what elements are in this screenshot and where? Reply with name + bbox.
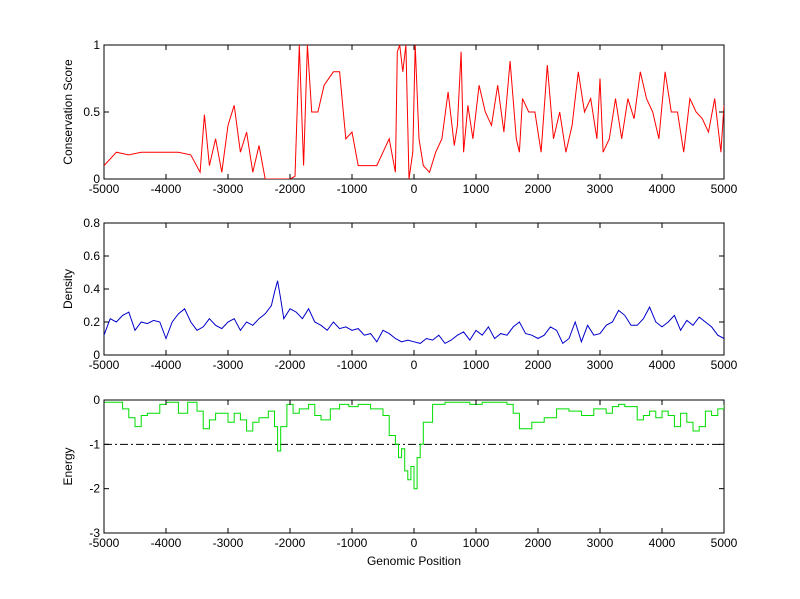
series-line-1: [104, 280, 724, 345]
x-tick-label: -2000: [275, 182, 306, 196]
x-axis-label: Genomic Position: [367, 554, 461, 568]
series-line-1: [104, 401, 724, 490]
y-tick-label: 0: [93, 393, 100, 407]
y-tick-label: 1: [93, 38, 100, 52]
axes-frame: [103, 222, 725, 356]
y-tick-label: 0.8: [83, 216, 100, 230]
y-tick-label: 0.4: [83, 282, 100, 296]
x-tick-label: 2000: [525, 358, 552, 372]
y-tick-label: -3: [89, 526, 100, 540]
y-axis-label: Density: [61, 269, 75, 309]
x-tick-label: -2000: [275, 536, 306, 550]
x-tick-label: -5000: [89, 536, 120, 550]
x-tick-label: -3000: [213, 358, 244, 372]
x-tick-label: 0: [411, 182, 418, 196]
y-axis-label: Energy: [61, 447, 75, 485]
y-tick-label: -1: [89, 437, 100, 451]
x-tick-label: 0: [411, 536, 418, 550]
x-tick-label: 3000: [587, 182, 614, 196]
x-tick-label: 5000: [711, 358, 738, 372]
subplot-2: -5000 -4000 -3000 -2000 -1000 0 1000 2000 3000 40…: [61, 216, 738, 372]
x-tick-label: 1000: [463, 182, 490, 196]
y-axis-label: Conservation Score: [61, 59, 75, 165]
x-tick-label: -5000: [89, 182, 120, 196]
x-tick-label: -3000: [213, 182, 244, 196]
x-tick-label: 1000: [463, 536, 490, 550]
x-tick-label: 0: [411, 358, 418, 372]
x-tick-label: 2000: [525, 182, 552, 196]
x-tick-label: 5000: [711, 182, 738, 196]
x-tick-label: -4000: [151, 536, 182, 550]
x-tick-label: -1000: [337, 536, 368, 550]
x-tick-label: -3000: [213, 536, 244, 550]
x-tick-label: -5000: [89, 358, 120, 372]
series-line-1: [104, 45, 724, 179]
x-tick-label: 3000: [587, 358, 614, 372]
x-tick-label: -1000: [337, 358, 368, 372]
y-tick-label: 0.6: [83, 249, 100, 263]
x-tick-label: -4000: [151, 358, 182, 372]
x-tick-label: 1000: [463, 358, 490, 372]
x-tick-label: -2000: [275, 358, 306, 372]
x-tick-label: -4000: [151, 182, 182, 196]
x-tick-label: 4000: [649, 536, 676, 550]
x-tick-label: -1000: [337, 182, 368, 196]
y-tick-label: 0.2: [83, 315, 100, 329]
x-tick-label: 2000: [525, 536, 552, 550]
x-tick-label: 4000: [649, 182, 676, 196]
y-tick-label: -2: [89, 482, 100, 496]
y-tick-label: 0: [93, 348, 100, 362]
x-tick-label: 5000: [711, 536, 738, 550]
subplot-1: -5000 -4000 -3000 -2000 -1000 0 1000 2000 3000 40…: [61, 38, 738, 196]
subplot-3: -5000 -4000 -3000 -2000 -1000 0 1000 2000 3000 40…: [61, 393, 738, 568]
x-tick-label: 3000: [587, 536, 614, 550]
y-tick-label: 0: [93, 172, 100, 186]
x-tick-label: 4000: [649, 358, 676, 372]
y-tick-label: 0.5: [83, 105, 100, 119]
